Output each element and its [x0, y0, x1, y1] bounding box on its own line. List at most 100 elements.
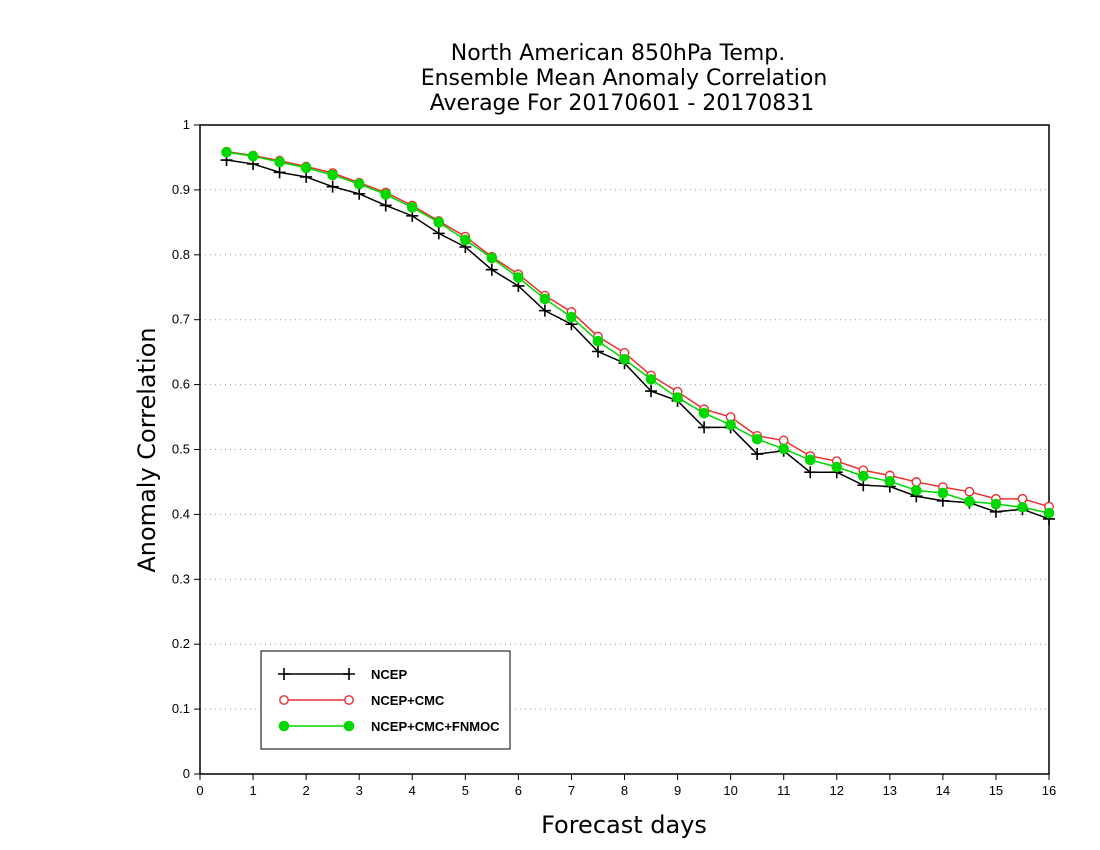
y-tick-label: 0.8	[172, 247, 190, 262]
y-tick-label: 0.9	[172, 182, 190, 197]
data-point-ncep-cmc	[778, 435, 789, 446]
data-point-ncep-cmc-fnmoc	[804, 454, 816, 466]
series-line-ncep-cmc-fnmoc	[226, 151, 1050, 514]
legend-marker-ncep-cmc	[279, 695, 289, 705]
x-tick-label: 4	[409, 783, 416, 798]
x-tick-label: 1	[249, 783, 256, 798]
data-point-ncep-cmc-fnmoc	[406, 202, 418, 213]
y-tick-label: 0.1	[172, 701, 190, 716]
data-point-ncep-cmc-fnmoc	[592, 335, 604, 347]
x-tick-label: 8	[621, 783, 628, 798]
series-layer	[220, 146, 1055, 525]
data-point-ncep	[379, 199, 392, 212]
series-line-ncep-cmc	[226, 150, 1050, 508]
data-point-ncep	[432, 227, 445, 240]
data-point-ncep-cmc-fnmoc	[698, 407, 710, 419]
data-point-ncep	[538, 304, 551, 317]
y-tick-label: 0.4	[172, 506, 190, 521]
legend-marker-ncep-cmc	[344, 695, 354, 705]
legend-label-ncep: NCEP	[371, 667, 407, 682]
data-point-ncep-cmc-fnmoc	[1043, 507, 1055, 519]
legend: NCEP NCEP+CMC NCEP+CMC+FNMOC	[260, 650, 511, 750]
x-tick-label: 13	[883, 783, 897, 798]
data-point-ncep-cmc-fnmoc	[433, 217, 445, 228]
data-point-ncep-cmc	[911, 477, 922, 487]
data-point-ncep-cmc-fnmoc	[964, 496, 975, 507]
data-point-ncep-cmc-fnmoc	[619, 353, 630, 365]
axis-ticks: 00.10.20.30.40.50.60.70.80.910 1 2 3 4 5 6 7 8 9 1…	[172, 117, 1056, 798]
x-tick-label: 15	[989, 783, 1003, 798]
y-tick-label: 0.7	[172, 312, 190, 327]
data-point-ncep-cmc-fnmoc	[460, 234, 471, 246]
data-point-ncep	[645, 385, 658, 398]
data-point-ncep	[751, 448, 764, 461]
data-point-ncep	[698, 421, 711, 434]
data-point-ncep-cmc-fnmoc	[831, 461, 843, 473]
data-point-ncep-cmc-fnmoc	[539, 293, 551, 305]
legend-marker-ncep	[343, 668, 355, 680]
legend-item-ncep: NCEP	[278, 667, 407, 682]
x-tick-label: 12	[830, 783, 844, 798]
data-point-ncep-cmc-fnmoc	[566, 311, 577, 323]
legend-label-ncep-cmc: NCEP+CMC	[371, 693, 445, 708]
data-point-ncep-cmc-fnmoc	[937, 487, 949, 499]
chart-title-line-1: North American 850hPa Temp.	[451, 41, 786, 66]
chart-title-line-3: Average For 20170601 - 20170831	[430, 91, 815, 116]
data-point-ncep	[591, 345, 604, 358]
data-point-ncep-cmc-fnmoc	[1017, 501, 1028, 513]
y-tick-label: 0	[183, 766, 190, 781]
data-point-ncep-cmc-fnmoc	[513, 272, 524, 283]
x-tick-label: 6	[515, 783, 522, 798]
legend-marker-ncep-cmc-fnmoc	[278, 720, 290, 732]
chart-title-line-2: Ensemble Mean Anomaly Correlation	[421, 66, 828, 91]
data-point-ncep-cmc	[1017, 493, 1028, 504]
data-point-ncep	[485, 263, 498, 276]
y-tick-label: 0.5	[172, 442, 190, 457]
x-axis-label: Forecast days	[541, 811, 707, 839]
x-tick-label: 7	[568, 783, 575, 798]
data-point-ncep-cmc-fnmoc	[857, 470, 869, 482]
legend-label-ncep-cmc-fnmoc: NCEP+CMC+FNMOC	[371, 719, 500, 734]
series-line-ncep	[226, 159, 1050, 520]
data-point-ncep-cmc-fnmoc	[911, 485, 922, 496]
data-point-ncep-cmc-fnmoc	[884, 476, 896, 487]
data-point-ncep-cmc-fnmoc	[645, 374, 657, 385]
data-point-ncep	[273, 166, 286, 179]
x-tick-label: 5	[462, 783, 469, 798]
y-tick-label: 0.6	[172, 377, 190, 392]
data-point-ncep	[804, 466, 817, 479]
data-point-ncep-cmc-fnmoc	[327, 169, 338, 181]
x-tick-label: 11	[777, 783, 791, 798]
x-tick-label: 2	[303, 783, 310, 798]
series-ncep-cmc-fnmoc	[221, 146, 1055, 519]
x-tick-label: 0	[196, 783, 203, 798]
data-point-ncep-cmc-fnmoc	[778, 443, 789, 455]
data-point-ncep-cmc-fnmoc	[725, 419, 736, 431]
data-point-ncep-cmc-fnmoc	[274, 156, 285, 168]
data-point-ncep	[326, 180, 339, 193]
data-point-ncep-cmc	[964, 486, 975, 497]
data-point-ncep-cmc-fnmoc	[990, 498, 1002, 510]
y-tick-label: 0.3	[172, 571, 190, 586]
data-point-ncep-cmc-fnmoc	[353, 178, 365, 190]
x-tick-label: 14	[936, 783, 950, 798]
x-tick-label: 10	[723, 783, 737, 798]
y-axis-label: Anomaly Correlation	[133, 327, 161, 572]
x-tick-label: 16	[1042, 783, 1056, 798]
data-point-ncep-cmc-fnmoc	[247, 150, 259, 162]
data-point-ncep-cmc-fnmoc	[672, 392, 683, 403]
legend-marker-ncep	[278, 668, 290, 680]
grid-lines	[200, 189, 1049, 710]
legend-marker-ncep-cmc-fnmoc	[343, 720, 355, 732]
data-point-ncep-cmc-fnmoc	[221, 146, 232, 158]
data-point-ncep-cmc-fnmoc	[380, 189, 392, 200]
data-point-ncep-cmc-fnmoc	[300, 162, 312, 174]
y-tick-label: 1	[183, 117, 190, 132]
legend-item-ncep-cmc: NCEP+CMC	[279, 693, 445, 708]
y-tick-label: 0.2	[172, 636, 190, 651]
series-ncep-cmc	[221, 146, 1054, 512]
x-tick-label: 3	[356, 783, 363, 798]
data-point-ncep-cmc-fnmoc	[486, 252, 498, 264]
legend-item-ncep-cmc-fnmoc: NCEP+CMC+FNMOC	[278, 719, 500, 734]
